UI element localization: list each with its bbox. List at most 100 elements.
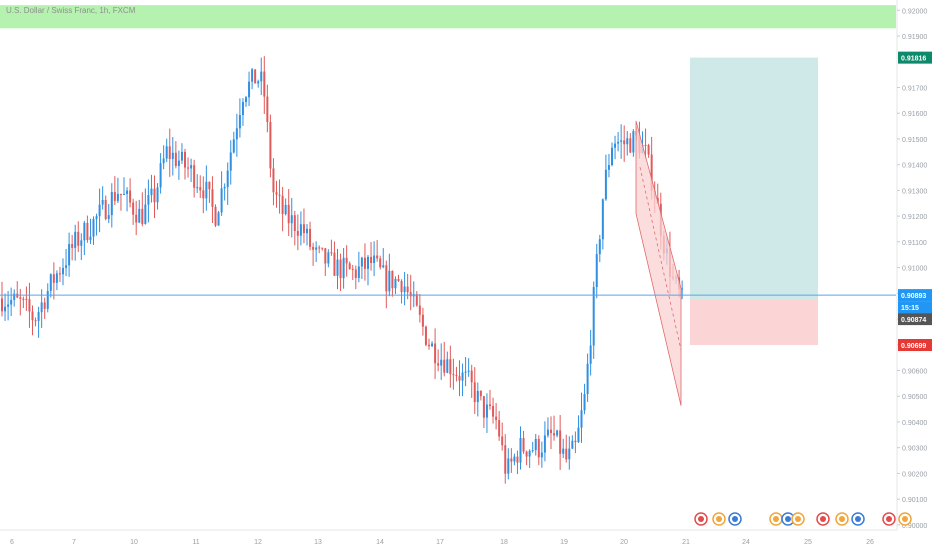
candle-body	[464, 371, 467, 373]
candle-body	[80, 240, 83, 246]
candle-body	[519, 438, 522, 463]
candle-body	[214, 206, 217, 226]
candle-body	[479, 390, 482, 397]
candle-body	[217, 212, 220, 226]
event-dot	[698, 516, 704, 522]
candle-body	[293, 215, 296, 231]
candle-body	[470, 370, 473, 383]
candle-body	[568, 448, 571, 460]
price-tick-label: 0.92000	[902, 8, 927, 15]
target-price-tag: 0.91816	[898, 51, 932, 64]
candle-body	[171, 152, 174, 159]
stop-zone[interactable]	[690, 299, 818, 346]
candle-body	[589, 345, 592, 364]
economic-event-icon[interactable]	[694, 512, 708, 526]
candle-body	[290, 215, 293, 224]
candle-body	[4, 306, 7, 312]
time-tick-label: 21	[682, 539, 690, 546]
candle-body	[574, 440, 577, 443]
candle-body	[156, 187, 159, 203]
drawings-layer[interactable]	[0, 120, 896, 406]
time-tick-label: 19	[560, 539, 568, 546]
candle-body	[272, 168, 275, 193]
candle-body	[226, 170, 229, 188]
candle-body	[336, 259, 339, 276]
candle-body	[86, 222, 89, 241]
economic-event-icon[interactable]	[728, 512, 742, 526]
price-tick-label: 0.90300	[902, 446, 927, 453]
candle-body	[623, 140, 626, 145]
economic-event-icon[interactable]	[769, 512, 783, 526]
candle-body	[251, 69, 254, 82]
candle-body	[113, 192, 116, 201]
price-tick-label: 0.91900	[902, 34, 927, 41]
entry-price-tag: 0.90874	[898, 313, 932, 326]
price-tick-label: 0.90500	[902, 394, 927, 401]
candle-body	[309, 228, 312, 247]
current-price-tag-box	[898, 289, 932, 302]
candle-body	[324, 248, 327, 264]
candle-body	[150, 188, 153, 195]
economic-event-icon[interactable]	[816, 512, 830, 526]
economic-event-icon[interactable]	[882, 512, 896, 526]
candle-body	[604, 169, 607, 200]
candle-body	[327, 252, 330, 264]
candle-body	[449, 359, 452, 375]
candle-body	[550, 429, 552, 434]
candle-body	[565, 448, 568, 460]
economic-event-icon[interactable]	[791, 512, 805, 526]
candle-body	[245, 97, 247, 102]
event-dot	[820, 516, 826, 522]
stop-price-tag: 0.90699	[898, 339, 932, 352]
event-dot	[839, 516, 845, 522]
economic-event-icon[interactable]	[898, 512, 912, 526]
price-tags-layer: 0.91816 0.90893 15:15 0.90874 0.90699	[898, 51, 932, 352]
economic-event-icon[interactable]	[835, 512, 849, 526]
price-tick-label: 0.90200	[902, 471, 927, 478]
price-tick-label: 0.91700	[902, 85, 927, 92]
candle-body	[446, 359, 449, 373]
price-tick-label: 0.90600	[902, 368, 927, 375]
candle-body	[434, 343, 437, 364]
time-tick-label: 10	[130, 539, 138, 546]
candle-body	[583, 394, 586, 411]
candle-body	[510, 458, 513, 462]
candle-body	[7, 304, 10, 307]
candle-body	[397, 278, 400, 281]
candle-body	[281, 195, 284, 215]
candle-body	[74, 231, 77, 248]
candle-body	[129, 190, 132, 203]
candle-body	[184, 151, 186, 168]
events-layer[interactable]	[694, 512, 912, 526]
resistance-zone[interactable]	[0, 5, 896, 29]
economic-event-icon[interactable]	[712, 512, 726, 526]
candle-body	[196, 187, 199, 189]
current-price-tag-label: 0.90893	[901, 293, 926, 300]
descending-channel[interactable]	[635, 120, 682, 406]
candle-body	[403, 286, 406, 293]
candle-body	[199, 187, 202, 191]
candle-body	[126, 190, 129, 194]
economic-event-icon[interactable]	[781, 512, 795, 526]
candle-body	[306, 228, 308, 234]
candle-body	[354, 269, 357, 278]
candle-body	[10, 299, 13, 305]
candle-body	[202, 190, 205, 199]
candle-body	[58, 273, 61, 275]
price-tick-label: 0.91000	[902, 266, 927, 273]
candle-body	[190, 165, 193, 169]
target-zone[interactable]	[690, 57, 818, 300]
price-tick-label: 0.91600	[902, 111, 927, 118]
time-tick-label: 13	[314, 539, 322, 546]
candle-body	[205, 181, 208, 199]
candle-body	[473, 382, 476, 403]
candle-body	[223, 187, 226, 189]
economic-event-icon[interactable]	[851, 512, 865, 526]
candle-body	[177, 160, 180, 166]
candle-body	[321, 247, 324, 249]
candle-body	[476, 390, 479, 403]
candle-body	[232, 139, 235, 153]
price-tick-label: 0.91300	[902, 188, 927, 195]
